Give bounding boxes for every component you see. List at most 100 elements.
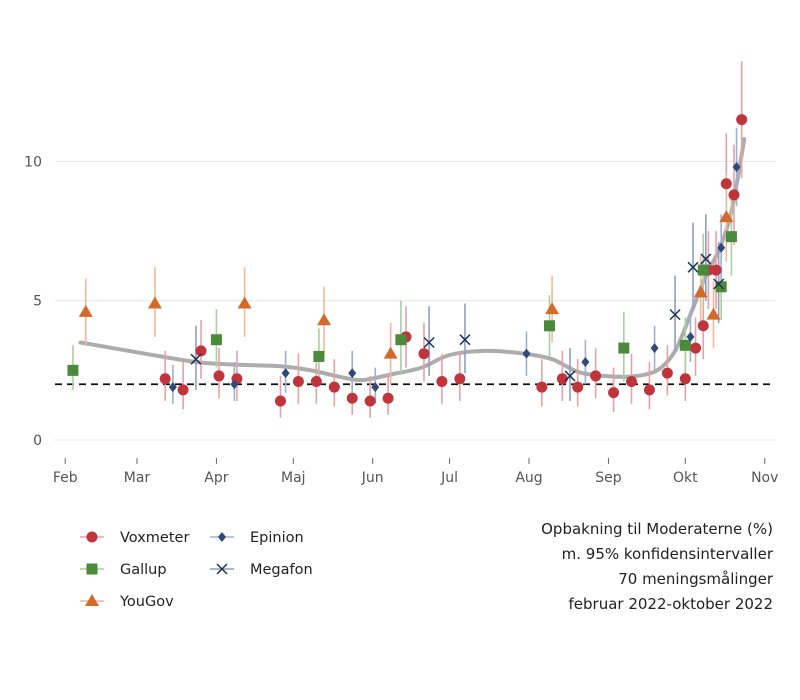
caption-poll-count: 70 meningsmålinger <box>618 570 773 588</box>
yougov-point <box>383 346 398 359</box>
legend-gallup-marker <box>86 563 98 575</box>
x-tick-label: Sep <box>595 470 622 486</box>
voxmeter-point <box>590 370 602 382</box>
voxmeter-point <box>679 373 691 385</box>
legend-gallup-label: Gallup <box>120 562 167 578</box>
x-tick-label: Nov <box>751 470 778 486</box>
voxmeter-point <box>310 376 322 387</box>
caption-ci-note: m. 95% konfidensintervaller <box>561 545 773 563</box>
yougov-point <box>719 210 734 223</box>
x-tick-label: Okt <box>673 470 698 486</box>
legend-yougov-marker <box>85 594 99 606</box>
caption-period: februar 2022-oktober 2022 <box>568 595 773 613</box>
voxmeter-point <box>292 376 304 387</box>
gallup-point <box>618 342 630 354</box>
gallup-point <box>67 364 79 376</box>
voxmeter-point <box>643 384 655 396</box>
yougov-point <box>237 296 252 309</box>
epinion-point <box>348 368 357 379</box>
legend-yougov-label: YouGov <box>119 594 174 610</box>
legend-epinion-label: Epinion <box>250 530 304 546</box>
gallup-point <box>697 264 709 276</box>
trend-line <box>78 137 747 383</box>
voxmeter-point <box>736 114 748 126</box>
epinion-point <box>581 357 590 367</box>
megafon-point <box>564 370 576 382</box>
x-tick-label: Aug <box>515 470 542 486</box>
poll-markers <box>67 114 748 407</box>
voxmeter-point <box>418 348 430 360</box>
gallup-point <box>210 334 222 346</box>
epinion-point <box>230 379 239 390</box>
voxmeter-point <box>626 376 638 387</box>
voxmeter-point <box>177 384 189 396</box>
gallup-point <box>725 231 737 243</box>
megafon-point <box>669 309 681 321</box>
voxmeter-point <box>720 178 732 190</box>
legend-megafon-label: Megafon <box>250 562 313 578</box>
voxmeter-point <box>728 189 740 201</box>
x-tick-label: Mar <box>124 470 151 486</box>
epinion-point <box>281 368 290 379</box>
x-tick-label: Feb <box>53 470 78 486</box>
voxmeter-point <box>346 392 358 404</box>
gallup-point <box>395 334 407 346</box>
caption-title: Opbakning til Moderaterne (%) <box>541 520 773 538</box>
legend: Voxmeter Gallup YouGov Epinion Megafon <box>80 530 313 610</box>
megafon-point <box>687 261 699 273</box>
x-tick-label: Maj <box>281 470 306 486</box>
gallup-point <box>544 320 556 332</box>
voxmeter-point <box>572 381 584 393</box>
legend-epinion-marker <box>218 532 226 542</box>
epinion-point <box>650 343 659 354</box>
epinion-point <box>686 331 695 342</box>
megafon-point <box>713 278 725 290</box>
legend-voxmeter-marker <box>86 531 98 543</box>
x-tick-label: Jun <box>361 470 384 486</box>
voxmeter-point <box>213 370 225 382</box>
voxmeter-point <box>608 387 620 399</box>
voxmeter-point <box>364 395 376 407</box>
x-tick-label: Jul <box>440 470 458 486</box>
voxmeter-point <box>536 381 548 393</box>
megafon-point <box>423 336 435 349</box>
y-tick-label: 5 <box>33 294 42 310</box>
confidence-intervals <box>72 61 743 418</box>
voxmeter-point <box>159 373 171 385</box>
voxmeter-point <box>274 395 286 407</box>
epinion-point <box>522 348 531 359</box>
megafon-point <box>700 253 712 265</box>
y-tick-label: 10 <box>24 154 42 170</box>
trend-curve <box>78 137 747 383</box>
yougov-point <box>693 285 708 298</box>
voxmeter-point <box>454 373 466 385</box>
voxmeter-point <box>661 367 673 379</box>
gridlines <box>55 160 775 441</box>
legend-megafon-marker <box>216 563 228 575</box>
voxmeter-point <box>710 264 722 276</box>
megafon-point <box>459 334 471 346</box>
gallup-point <box>679 339 691 351</box>
voxmeter-point <box>328 381 340 393</box>
axes: 0 5 10 Feb Mar Apr Maj Jun Jul Aug Sep Okt Nov <box>24 154 778 486</box>
voxmeter-point <box>382 392 394 404</box>
yougov-point <box>545 302 560 315</box>
voxmeter-point <box>195 345 207 357</box>
gallup-point <box>313 350 325 362</box>
epinion-point <box>371 382 380 393</box>
megafon-point <box>190 353 202 365</box>
x-tick-label: Apr <box>204 470 228 486</box>
epinion-point <box>732 162 741 172</box>
epinion-point <box>717 242 726 253</box>
chart-caption: Opbakning til Moderaterne (%) m. 95% kon… <box>541 517 773 617</box>
legend-voxmeter-label: Voxmeter <box>120 530 189 546</box>
yougov-point <box>78 304 93 317</box>
epinion-point <box>168 382 177 393</box>
yougov-point <box>147 296 162 309</box>
yougov-point <box>706 307 721 320</box>
y-tick-label: 0 <box>33 433 42 449</box>
voxmeter-point <box>690 342 702 354</box>
voxmeter-point <box>556 373 568 385</box>
voxmeter-point <box>697 320 709 332</box>
